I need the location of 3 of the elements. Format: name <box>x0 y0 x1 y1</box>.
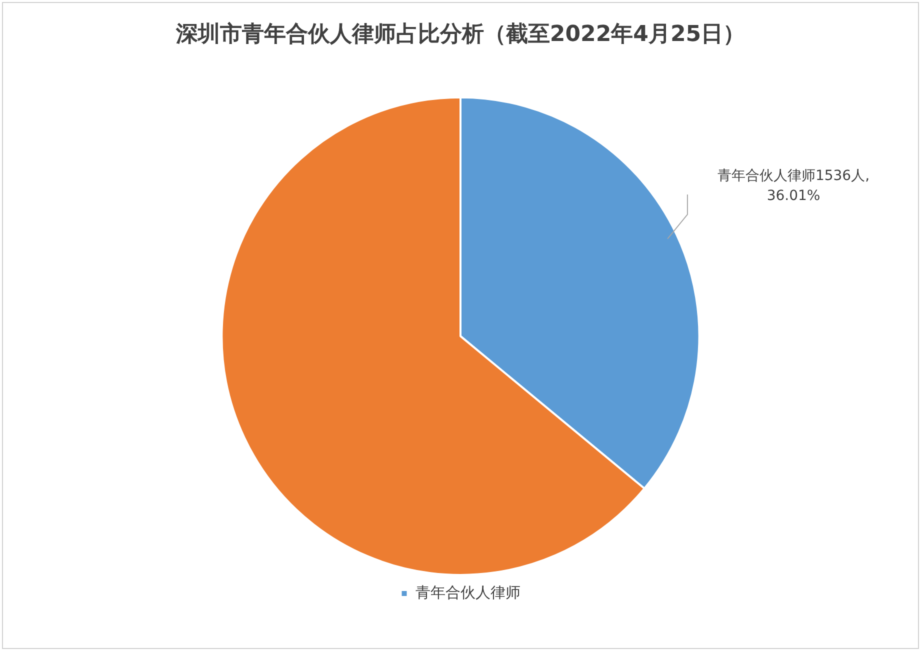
data-label: 青年合伙人律师1536人, 36.01% <box>717 168 870 204</box>
legend-label: 青年合伙人律师 <box>415 583 520 602</box>
chart-title: 深圳市青年合伙人律师占比分析（截至2022年4月25日） <box>174 20 746 47</box>
